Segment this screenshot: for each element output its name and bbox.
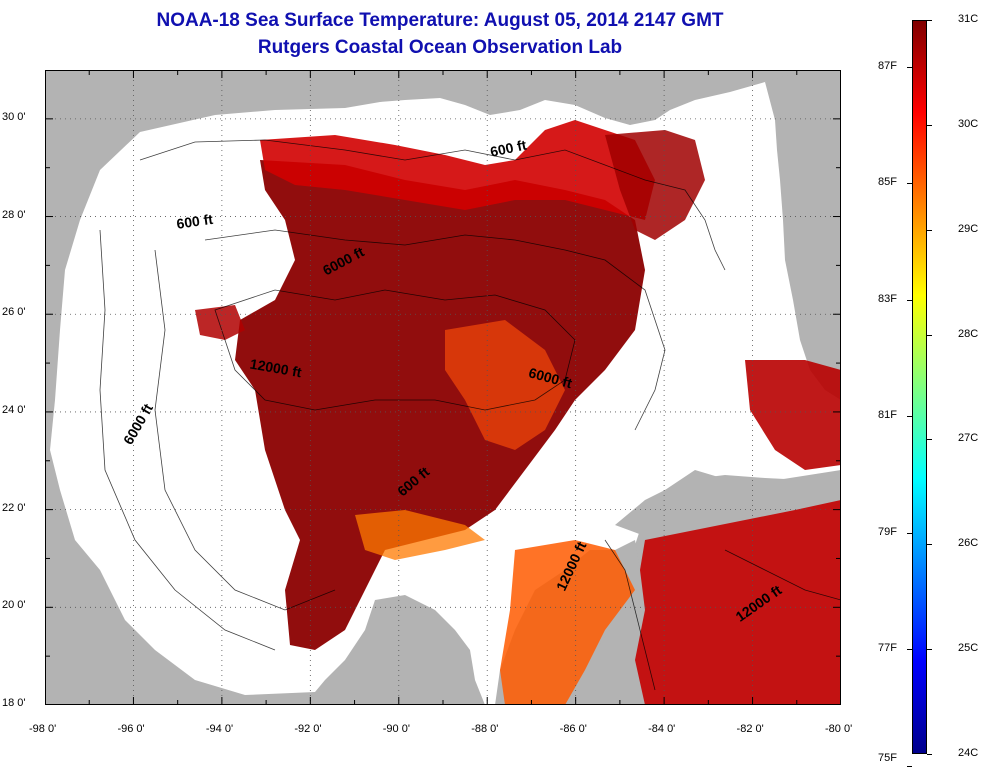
colorbar-fahrenheit-label: 75F (878, 752, 897, 764)
contour-6000ft (154, 229, 666, 611)
sst-west-patch (195, 305, 245, 340)
sst-west-caribbean (500, 540, 635, 705)
lat-tick-label: 24 0' (2, 403, 26, 416)
colorbar-fahrenheit-label: 83F (878, 292, 897, 305)
colorbar-c-tick (927, 754, 932, 755)
florida-land (765, 70, 841, 400)
map-title: NOAA-18 Sea Surface Temperature: August … (156, 10, 724, 31)
contour-12000ft (214, 289, 576, 411)
lat-tick-label: 20 0' (2, 599, 26, 612)
lat-tick-label: 30 0' (2, 110, 26, 123)
cuba-land (615, 470, 841, 538)
lon-tick-label: -90 0' (382, 723, 410, 735)
colorbar-c-tick (927, 20, 932, 21)
colorbar-celsius-label: 26C (958, 537, 979, 550)
colorbar-c-tick (927, 544, 932, 546)
colorbar-fahrenheit-label: 87F (878, 59, 897, 72)
colorbar-c-tick (927, 439, 932, 441)
depth-label: 600 ft (489, 136, 528, 159)
colorbar-f-tick (907, 183, 912, 185)
lon-tick-label: -92 0' (294, 723, 322, 735)
sst-caribbean (635, 500, 841, 705)
colorbar-fahrenheit-label: 81F (878, 409, 897, 422)
contour-600ft (99, 139, 726, 651)
colorbar-fahrenheit-label: 77F (878, 642, 897, 655)
colorbar-c-tick (927, 124, 932, 126)
sst-north-shelf (260, 120, 655, 220)
colorbar-celsius-label: 29C (958, 222, 979, 235)
colorbar-celsius-label: 25C (958, 642, 979, 655)
colorbar-c-tick (927, 229, 932, 231)
lat-tick-label: 26 0' (2, 306, 26, 319)
colorbar-c-tick (927, 649, 932, 651)
colorbar-c-tick (927, 334, 932, 336)
colorbar-f-tick (907, 532, 912, 534)
sst-florida-keys (745, 360, 841, 470)
lat-tick-label: 28 0' (2, 208, 26, 221)
colorbar-fahrenheit-label: 79F (878, 525, 897, 538)
lon-tick-label: -96 0' (117, 723, 145, 735)
sst-overlay (195, 120, 841, 705)
lon-tick-label: -98 0' (29, 723, 57, 735)
lat-tick-label: 18 0' (2, 697, 26, 709)
lon-tick-label: -82 0' (736, 723, 764, 735)
sst-yucatan-coast (355, 510, 485, 560)
colorbar-f-tick (907, 416, 912, 418)
lon-tick-label: -80 0' (825, 723, 853, 735)
depth-contours (99, 139, 841, 691)
map-subtitle: Rutgers Coastal Ocean Observation Lab (257, 37, 623, 58)
colorbar-f-tick (907, 66, 912, 68)
lon-tick-label: -88 0' (471, 723, 499, 735)
colorbar-celsius-label: 30C (958, 117, 979, 130)
graticule (45, 70, 841, 705)
colorbar-celsius-label: 28C (958, 327, 979, 340)
sst-central-gulf (235, 160, 645, 650)
temperature-colorbar (912, 20, 927, 754)
contour-12000ft-caribbean (604, 539, 841, 691)
colorbar-f-tick (907, 299, 912, 301)
colorbar-f-tick (907, 765, 912, 767)
colorbar-f-tick (907, 649, 912, 651)
lon-tick-label: -84 0' (648, 723, 676, 735)
lon-tick-label: -86 0' (559, 723, 587, 735)
colorbar-celsius-label: 27C (958, 432, 979, 445)
axis-ticks (45, 70, 841, 705)
depth-label: 600 ft (175, 211, 214, 232)
sst-map: 600 ft 600 ft 6000 ft 12000 ft 6000 ft 6000 f… (45, 70, 841, 705)
sst-loop-current (445, 320, 565, 450)
sst-east-shelf (605, 130, 705, 240)
colorbar-celsius-label: 31C (958, 13, 979, 25)
colorbar-celsius-label: 24C (958, 747, 979, 759)
lon-tick-label: -94 0' (205, 723, 234, 735)
lat-tick-label: 22 0' (2, 501, 26, 514)
colorbar-fahrenheit-label: 85F (878, 176, 897, 189)
